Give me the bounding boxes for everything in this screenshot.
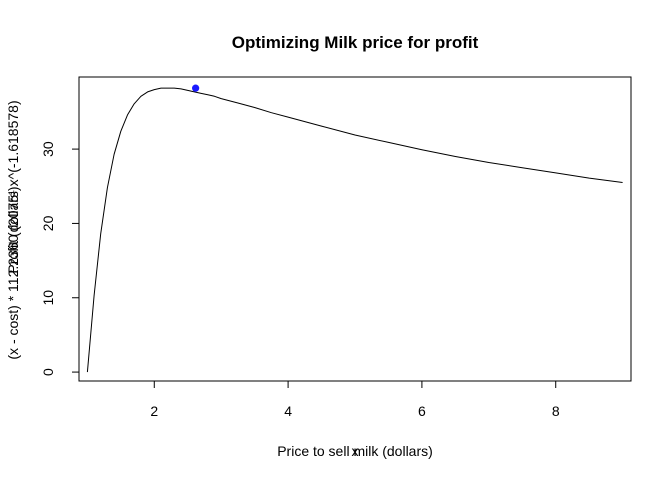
optimal-price-point [192,84,200,92]
x-tick-label: 6 [418,403,426,419]
y-axis-label-overprint: Profit (dollars) [5,186,21,273]
y-axis: 0 10 20 30 [40,141,80,376]
profit-curve [86,87,623,373]
series-layer [86,87,623,373]
point-layer [192,84,200,92]
x-axis-label-overprint: x [352,443,359,459]
x-tick-label: 2 [150,403,158,419]
y-tick-label: 0 [40,368,56,376]
y-tick-label: 10 [40,290,56,306]
plot-frame [78,76,632,382]
x-tick-label: 4 [284,403,292,419]
x-tick-label: 8 [552,403,560,419]
chart-title: Optimizing Milk price for profit [232,33,479,52]
y-tick-label: 30 [40,141,56,157]
y-tick-label: 20 [40,215,56,231]
x-axis: 2 4 6 8 [150,380,560,419]
y-axis-label: (x - cost) * 112.2360 (2075¹ x^(-1.61857… [5,100,21,359]
x-axis-label: Price to sell milk (dollars) [277,443,433,459]
